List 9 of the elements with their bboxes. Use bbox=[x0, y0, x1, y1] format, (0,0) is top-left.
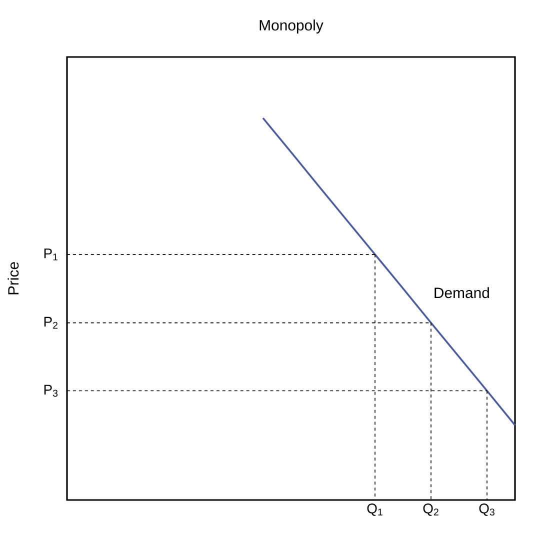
text: P$_{3}$ bbox=[44, 384, 58, 397]
text: P$_{2}$ bbox=[44, 316, 58, 329]
chart-title: Monopoly bbox=[260, 20, 324, 34]
x-tick-label: Q$_{3}$ bbox=[479, 504, 494, 516]
series-label: Demand bbox=[434, 287, 489, 298]
x-tick-label: Q$_{2}$ bbox=[423, 504, 438, 516]
text: P$_{1}$ bbox=[44, 248, 58, 260]
x-tick-label: Q$_{1}$ bbox=[367, 504, 382, 516]
y-axis-title: Price bbox=[8, 262, 19, 294]
